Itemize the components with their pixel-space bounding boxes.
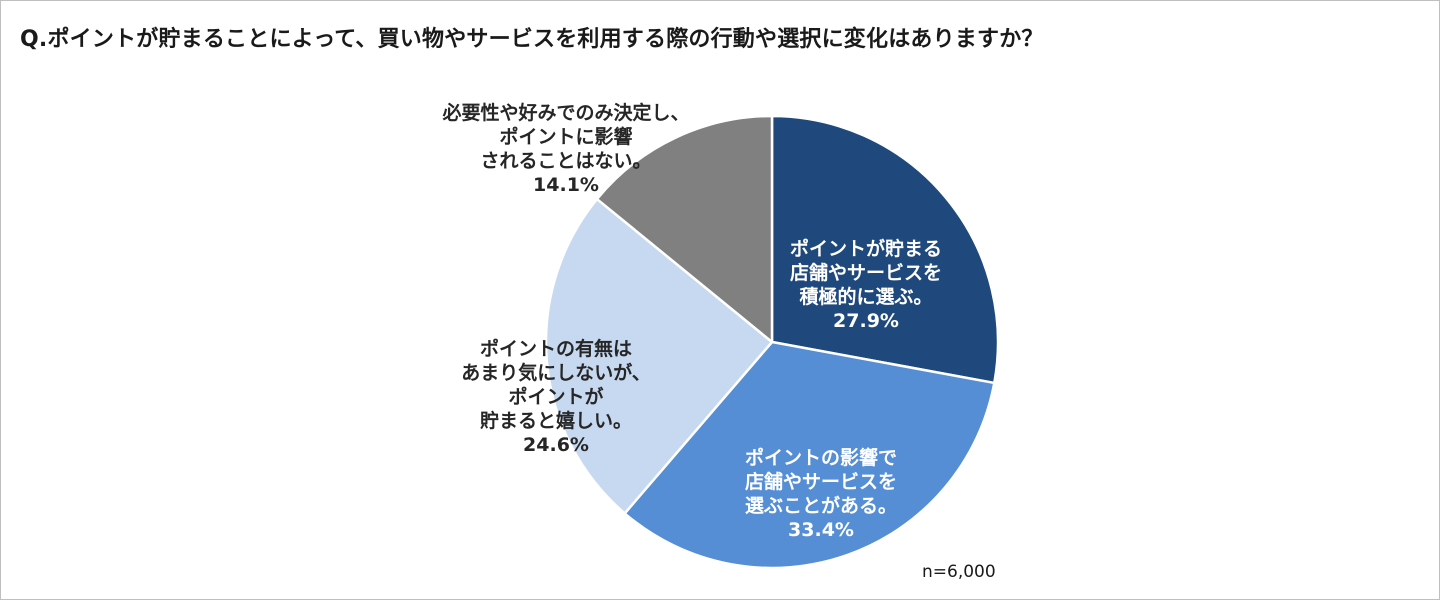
- slice-label-sometimes-choose: ポイントの影響で 店舗やサービスを 選ぶことがある。 33.4%: [721, 422, 921, 566]
- slice-label-aggressive-choice: ポイントが貯まる 店舗やサービスを 積極的に選ぶ。 27.9%: [771, 213, 961, 357]
- slice-label-not-influenced: 必要性や好みでのみ決定し、 ポイントに影響 されることはない。 14.1%: [411, 77, 721, 221]
- pie-slice-aggressive-choice: [770, 114, 1000, 385]
- slice-label-glad-when-earned: ポイントの有無は あまり気にしないが、 ポイントが 貯まると嬉しい。 24.6%: [421, 313, 691, 481]
- slice-label-text: ポイントが貯まる 店舗やサービスを 積極的に選ぶ。: [789, 238, 942, 308]
- slice-percent-label: 27.9%: [833, 310, 899, 332]
- pie-slice-glad-when-earned: [544, 197, 774, 515]
- slice-percent-label: 24.6%: [523, 434, 589, 456]
- pie-slice-sometimes-choose: [623, 340, 996, 570]
- slice-label-text: 必要性や好みでのみ決定し、 ポイントに影響 されることはない。: [442, 102, 690, 172]
- chart-title: Q.ポイントが貯まることによって、買い物やサービスを利用する際の行動や選択に変化…: [20, 27, 1044, 52]
- pie-slice-not-influenced: [595, 114, 774, 344]
- sample-size-note: n=6,000: [922, 562, 996, 582]
- slice-label-text: ポイントの影響で 店舗やサービスを 選ぶことがある。: [744, 447, 897, 517]
- slice-label-text: ポイントの有無は あまり気にしないが、 ポイントが 貯まると嬉しい。: [461, 338, 651, 432]
- slice-percent-label: 33.4%: [788, 519, 854, 541]
- slice-percent-label: 14.1%: [533, 174, 599, 196]
